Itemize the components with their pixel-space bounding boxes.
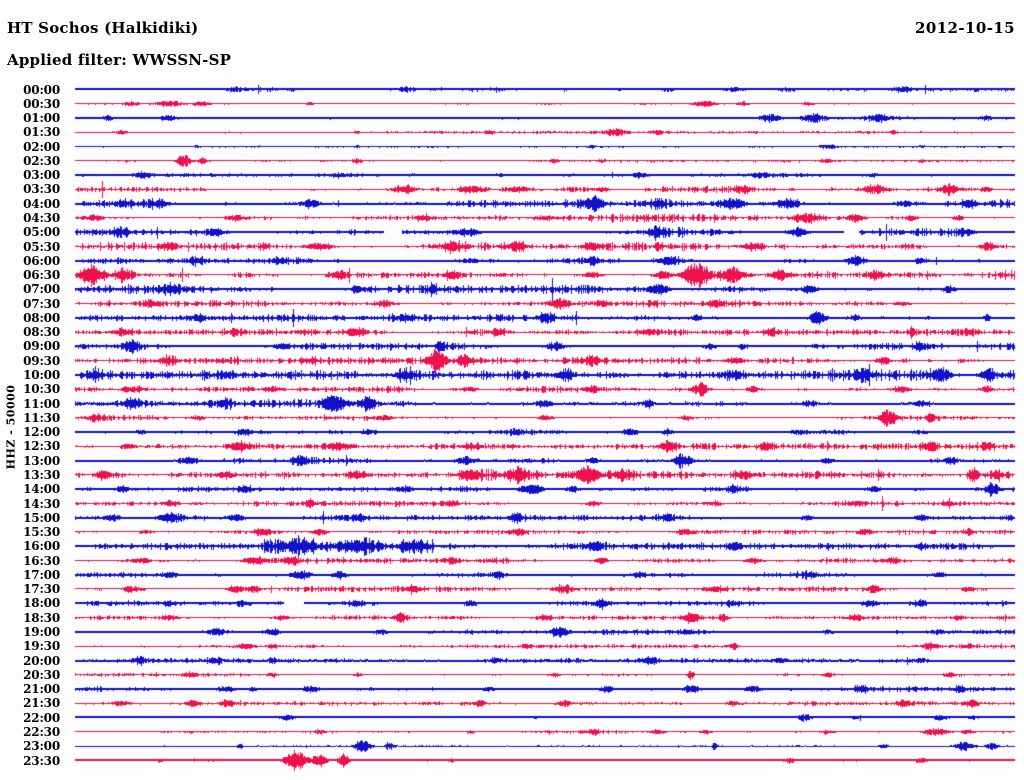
trace-time-label: 20:00 (23, 653, 60, 668)
trace-time-label: 18:00 (23, 596, 60, 611)
trace-time-label: 12:00 (23, 425, 60, 440)
station-title: HT Sochos (Halkidiki) (7, 19, 199, 37)
trace-time-label: 22:00 (23, 710, 60, 725)
trace-time-label: 16:30 (23, 553, 60, 568)
trace-time-label: 23:00 (23, 739, 60, 754)
trace-time-label: 21:30 (23, 696, 60, 711)
trace-time-label: 11:00 (23, 396, 60, 411)
trace-time-label: 05:30 (23, 239, 60, 254)
trace-time-label: 03:30 (23, 182, 60, 197)
trace-time-label: 14:00 (23, 482, 60, 497)
trace-time-label: 19:00 (23, 625, 60, 639)
trace-time-label: 15:30 (23, 525, 60, 540)
trace-time-label: 14:30 (23, 496, 60, 511)
trace-time-label: 20:30 (23, 667, 60, 682)
trace-time-label: 21:00 (23, 682, 60, 697)
trace-time-label: 06:00 (23, 253, 60, 268)
trace-time-label: 04:00 (23, 196, 60, 211)
date-label: 2012-10-15 (915, 19, 1015, 37)
trace-time-label: 09:00 (23, 339, 60, 354)
trace-time-label: 19:30 (23, 639, 60, 654)
trace-time-label: 08:30 (23, 325, 60, 340)
trace-time-label: 08:00 (23, 310, 60, 325)
trace-time-label: 13:30 (23, 467, 60, 482)
trace-time-label: 12:30 (23, 439, 60, 454)
trace-time-label: 02:30 (23, 153, 60, 168)
trace-time-label: 07:30 (23, 296, 60, 311)
trace-time-label: 07:00 (23, 282, 60, 297)
trace-time-label: 05:00 (23, 225, 60, 240)
trace-time-label: 04:30 (23, 210, 60, 225)
trace-time-label: 00:00 (23, 82, 60, 97)
trace-time-label: 00:30 (23, 96, 60, 111)
trace-time-label: 13:00 (23, 453, 60, 468)
filter-label: Applied filter: WWSSN-SP (7, 51, 232, 69)
trace-time-label: 01:30 (23, 125, 60, 140)
trace-time-label: 23:30 (23, 753, 60, 768)
trace-time-label: 15:00 (23, 510, 60, 525)
trace-time-label: 16:00 (23, 539, 60, 554)
trace-time-label: 01:00 (23, 111, 60, 126)
trace-time-label: 06:30 (23, 268, 60, 283)
trace-time-label: 03:00 (23, 168, 60, 183)
trace-time-label: 17:30 (23, 582, 60, 597)
trace-time-label: 10:00 (23, 368, 60, 383)
trace-time-label: 17:00 (23, 567, 60, 582)
trace-time-label: 09:30 (23, 353, 60, 368)
trace-time-label: 11:30 (23, 410, 60, 425)
trace-time-label: 22:30 (23, 724, 60, 739)
trace-time-label: 02:00 (23, 139, 60, 154)
trace-time-label: 18:30 (23, 610, 60, 625)
trace-time-label: 10:30 (23, 382, 60, 397)
